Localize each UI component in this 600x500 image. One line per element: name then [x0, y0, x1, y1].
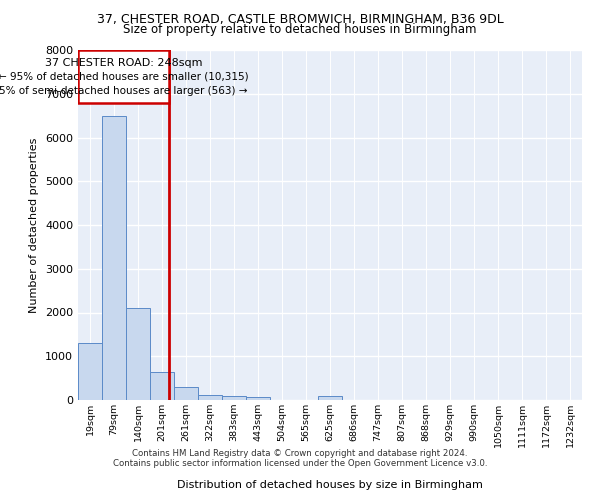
Text: Contains public sector information licensed under the Open Government Licence v3: Contains public sector information licen… — [113, 458, 487, 468]
Bar — [78, 343, 102, 400]
Text: Distribution of detached houses by size in Birmingham: Distribution of detached houses by size … — [177, 480, 483, 490]
Bar — [222, 396, 246, 400]
Bar — [150, 372, 174, 400]
Text: Size of property relative to detached houses in Birmingham: Size of property relative to detached ho… — [123, 22, 477, 36]
Text: ← 95% of detached houses are smaller (10,315): ← 95% of detached houses are smaller (10… — [0, 71, 249, 81]
Y-axis label: Number of detached properties: Number of detached properties — [29, 138, 40, 312]
Text: 37 CHESTER ROAD: 248sqm: 37 CHESTER ROAD: 248sqm — [44, 58, 202, 68]
Text: 5% of semi-detached houses are larger (563) →: 5% of semi-detached houses are larger (5… — [0, 86, 248, 96]
Text: Contains HM Land Registry data © Crown copyright and database right 2024.: Contains HM Land Registry data © Crown c… — [132, 448, 468, 458]
Bar — [198, 395, 222, 400]
Bar — [246, 396, 270, 400]
Text: 37, CHESTER ROAD, CASTLE BROMWICH, BIRMINGHAM, B36 9DL: 37, CHESTER ROAD, CASTLE BROMWICH, BIRMI… — [97, 12, 503, 26]
FancyBboxPatch shape — [78, 50, 169, 102]
Bar — [318, 396, 342, 400]
Bar — [174, 387, 198, 400]
Bar — [126, 308, 150, 400]
Bar — [102, 116, 126, 400]
